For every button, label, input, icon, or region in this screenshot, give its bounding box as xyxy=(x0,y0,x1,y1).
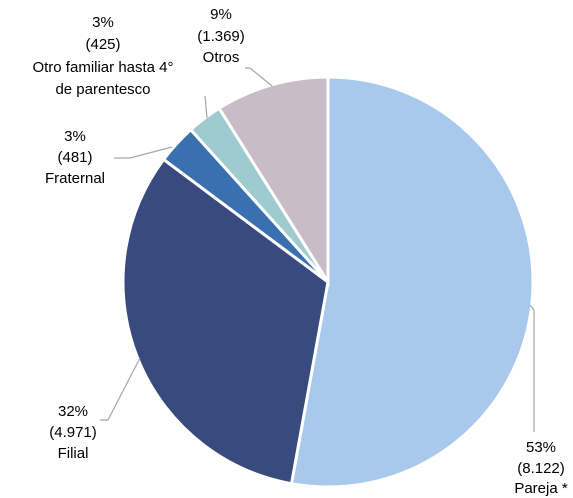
category-label: Otros xyxy=(203,49,240,66)
leader-line xyxy=(529,304,535,432)
leader-line xyxy=(204,95,208,119)
category-label: Pareja * xyxy=(514,480,568,497)
leader-line xyxy=(245,67,273,87)
pie-slice xyxy=(121,157,330,486)
value-label: (4.971) xyxy=(49,424,97,441)
percent-label: 3% xyxy=(92,14,114,31)
value-label: (1.369) xyxy=(197,28,245,45)
category-label: Otro familiar hasta 4° de parentesco xyxy=(32,59,173,98)
percent-label: 32% xyxy=(58,403,88,420)
leader-line xyxy=(114,146,173,159)
category-label: Fraternal xyxy=(45,170,105,187)
percent-label: 3% xyxy=(64,128,86,145)
value-label: (481) xyxy=(57,149,92,166)
value-label: (8.122) xyxy=(517,460,565,477)
leader-line xyxy=(100,357,141,421)
value-label: (425) xyxy=(85,36,120,53)
percent-label: 53% xyxy=(526,439,556,456)
percent-label: 9% xyxy=(210,6,232,23)
pie-slice xyxy=(289,75,535,489)
category-label: Filial xyxy=(58,445,89,462)
pie xyxy=(121,75,535,489)
